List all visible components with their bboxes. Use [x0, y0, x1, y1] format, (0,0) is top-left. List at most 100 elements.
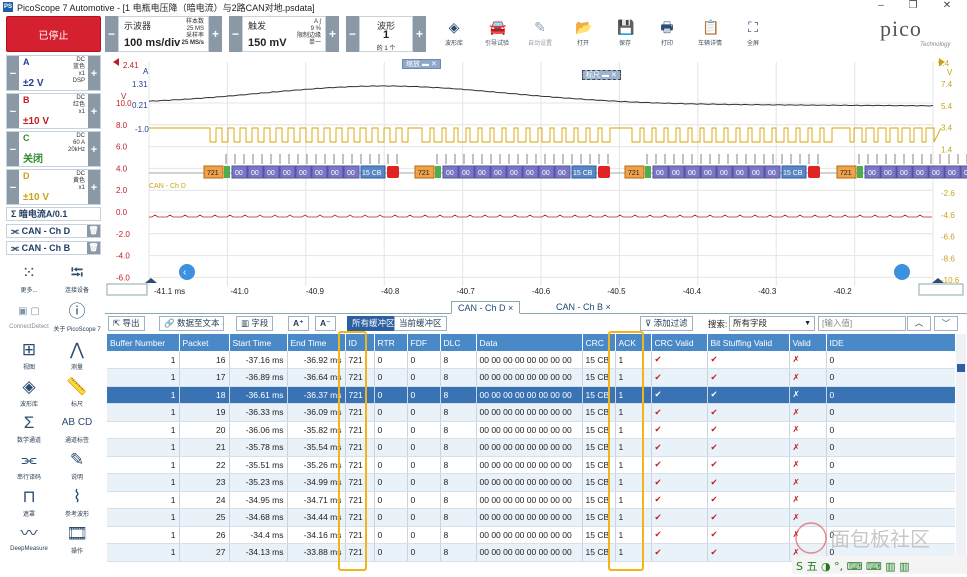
fields-button[interactable]: ▥ 字段 [236, 316, 274, 331]
tab-can-ch-d[interactable]: CAN - Ch D × [451, 301, 521, 314]
channel-labels-button[interactable]: AB CD 通道标签 [53, 413, 101, 449]
timebase-increase-button[interactable]: + [209, 16, 222, 52]
search-up-button[interactable]: ︿ [907, 316, 931, 331]
channel-b-increase[interactable]: + [88, 94, 100, 128]
measure-button[interactable]: ⋀ 测量 [53, 340, 101, 376]
trash-icon[interactable]: 🗑 [87, 242, 100, 254]
vehicle-details-button[interactable]: 📋 车辆详情 [697, 19, 722, 47]
table-row[interactable]: 1 19 -36.33 ms -36.09 ms 721 0 0 8 00 00 00 00 0… [107, 403, 955, 422]
close-tab-icon[interactable]: × [605, 302, 611, 312]
column-header[interactable]: Data [476, 334, 583, 351]
scope-view[interactable]: 10.0 8.0 6.0 4.0 2.0 0.0 -2.0 -4.0 -6.0 2.41 A V 1.3… [105, 54, 967, 299]
table-scrollbar[interactable] [956, 334, 966, 570]
serial-decode-item-d[interactable]: ⫘ CAN - Ch D 🗑 [6, 224, 101, 238]
channel-c-decrease[interactable]: − [7, 132, 19, 166]
scrollbar-thumb[interactable] [957, 364, 965, 372]
search-field-select[interactable]: 所有字段 ▼ [729, 316, 815, 331]
run-stop-button[interactable]: 已停止 [6, 16, 101, 52]
data-to-text-button[interactable]: 🔗 数据至文本 [159, 316, 225, 331]
close-tab-icon[interactable]: × [508, 303, 514, 313]
table-row[interactable]: 1 16 -37.16 ms -36.92 ms 721 0 0 8 00 00 00 00 0… [107, 351, 955, 369]
channel-a-control[interactable]: − A DC 蓝色 x1 DSP ±2 V + [6, 55, 101, 91]
channel-c-increase[interactable]: + [88, 132, 100, 166]
channel-b-control[interactable]: − B DC 红色 x1 ±10 V + [6, 93, 101, 129]
table-row[interactable]: 1 20 -36.06 ms -35.82 ms 721 0 0 8 00 00 00 00 0… [107, 421, 955, 439]
font-decrease-button[interactable]: A⁻ [315, 316, 336, 331]
current-buffer-button[interactable]: 当前缓冲区 [394, 316, 447, 331]
tab-can-ch-b[interactable]: CAN - Ch B × [556, 302, 611, 312]
trigger-decrease-button[interactable]: − [229, 16, 242, 52]
search-value-input[interactable]: [输入值] [818, 316, 906, 331]
column-header[interactable]: Packet [179, 334, 230, 351]
ruler-button[interactable]: 📏 标尺 [53, 377, 101, 413]
waveform-prev-button[interactable]: − [346, 16, 359, 52]
table-row[interactable]: 1 22 -35.51 ms -35.26 ms 721 0 0 8 00 00 00 00 0… [107, 456, 955, 474]
zoom-overview-control[interactable]: 缩放 ▬ ✕ [402, 59, 441, 69]
actions-button[interactable]: 🎞 操作 [53, 524, 101, 560]
print-button[interactable]: 🖶 打印 [660, 19, 674, 47]
column-header[interactable]: ACK [615, 334, 652, 351]
column-header[interactable]: Buffer Number [107, 334, 180, 351]
column-header[interactable]: RTR [374, 334, 408, 351]
save-button[interactable]: 💾 保存 [617, 19, 635, 47]
restore-button[interactable]: ❐ [908, 0, 918, 11]
table-row[interactable]: 1 24 -34.95 ms -34.71 ms 721 0 0 8 00 00 00 00 0… [107, 491, 955, 509]
close-button[interactable]: ✕ [942, 0, 952, 11]
search-down-button[interactable]: ﹀ [934, 316, 958, 331]
connectdetect-button[interactable]: ▣ ▢ ConnectDetect [5, 302, 53, 338]
channel-d-increase[interactable]: + [88, 170, 100, 204]
table-row[interactable]: 1 21 -35.78 ms -35.54 ms 721 0 0 8 00 00 00 00 0… [107, 438, 955, 457]
timebase-decrease-button[interactable]: − [105, 16, 118, 52]
table-row[interactable]: 1 17 -36.89 ms -36.64 ms 721 0 0 8 00 00 00 00 0… [107, 368, 955, 387]
reference-waveform-button[interactable]: ⌇ 参考波形 [53, 487, 101, 523]
column-header[interactable]: CRC Valid [651, 334, 708, 351]
connect-device-button[interactable]: ⭾ 连接设备 [53, 263, 101, 299]
deepmeasure-button[interactable]: 〰 DeepMeasure [5, 524, 53, 560]
all-buffers-button[interactable]: 所有缓冲区 [347, 316, 400, 331]
math-channel-item[interactable]: Σ 暗电流A/0.1 [6, 207, 101, 221]
table-row[interactable]: 1 23 -35.23 ms -34.99 ms 721 0 0 8 00 00 00 00 0… [107, 473, 955, 492]
trash-icon[interactable]: 🗑 [87, 225, 100, 237]
channel-a-decrease[interactable]: − [7, 56, 19, 90]
serial-decode-item-b[interactable]: ⫘ CAN - Ch B 🗑 [6, 241, 101, 255]
auto-setup-button[interactable]: ✎ 自动设置 [527, 19, 552, 47]
column-header[interactable]: DLC [440, 334, 477, 351]
column-header[interactable]: ID [345, 334, 375, 351]
ruler-legend-control[interactable]: 标尺 ▬ ✕ [582, 70, 621, 80]
fullscreen-button[interactable]: ⛶ 全屏 [746, 19, 759, 47]
channel-c-control[interactable]: − C DC 60 A 20kHz 关闭 + [6, 131, 101, 167]
serial-decoding-button[interactable]: ⫘ 串行译码 [5, 450, 53, 486]
channel-d-control[interactable]: − D DC 黄色 x1 ±10 V + [6, 169, 101, 205]
table-row[interactable]: 1 18 -36.61 ms -36.37 ms 721 0 0 8 00 00 00 00 0… [107, 386, 955, 404]
math-channels-button[interactable]: Σ 数学通道 [5, 413, 53, 449]
channel-d-decrease[interactable]: − [7, 170, 19, 204]
view-button[interactable]: ⊞ 视图 [5, 340, 53, 376]
waveform-next-button[interactable]: + [413, 16, 426, 52]
trigger-control[interactable]: 触发 A ∫ 9 % 限制边缘 单一 150 mV [242, 16, 326, 52]
export-button[interactable]: ⇱ 导出 [108, 316, 145, 331]
table-row[interactable]: 1 25 -34.68 ms -34.44 ms 721 0 0 8 00 00 00 00 0… [107, 508, 955, 527]
channel-a-increase[interactable]: + [88, 56, 100, 90]
font-increase-button[interactable]: A⁺ [288, 316, 309, 331]
guided-test-button[interactable]: 🚘 引导试验 [484, 19, 509, 47]
about-button[interactable]: ⓘ 关于 PicoScope 7 [53, 302, 101, 333]
mask-button[interactable]: ⊓ 遮罩 [5, 487, 53, 523]
minimize-button[interactable]: – [878, 0, 884, 11]
scope-graph[interactable]: 10.0 8.0 6.0 4.0 2.0 0.0 -2.0 -4.0 -6.0 2.41 A V 1.3… [105, 54, 967, 299]
column-header[interactable]: Bit Stuffing Valid [707, 334, 790, 351]
column-header[interactable]: FDF [407, 334, 441, 351]
more-button[interactable]: ⁙ 更多... [5, 263, 53, 299]
column-header[interactable]: End Time [287, 334, 346, 351]
add-filter-button[interactable]: ⊽ 添加过滤 [640, 316, 693, 331]
column-header[interactable]: IDE [826, 334, 955, 351]
trigger-increase-button[interactable]: + [326, 16, 339, 52]
column-header[interactable]: Start Time [229, 334, 288, 351]
timebase-control[interactable]: 示波器 样本数 25 MS 采样率 25 MS/s 100 ms/div [118, 16, 209, 52]
column-header[interactable]: CRC [582, 334, 616, 351]
open-button[interactable]: 📂 打开 [575, 19, 593, 47]
column-header[interactable]: Valid [789, 334, 827, 351]
channel-b-decrease[interactable]: − [7, 94, 19, 128]
waveform-library-side-button[interactable]: ◈ 波形库 [5, 377, 53, 413]
waveform-library-button[interactable]: ◈ 波形库 [444, 19, 463, 47]
notes-button[interactable]: ✎ 说明 [53, 450, 101, 486]
